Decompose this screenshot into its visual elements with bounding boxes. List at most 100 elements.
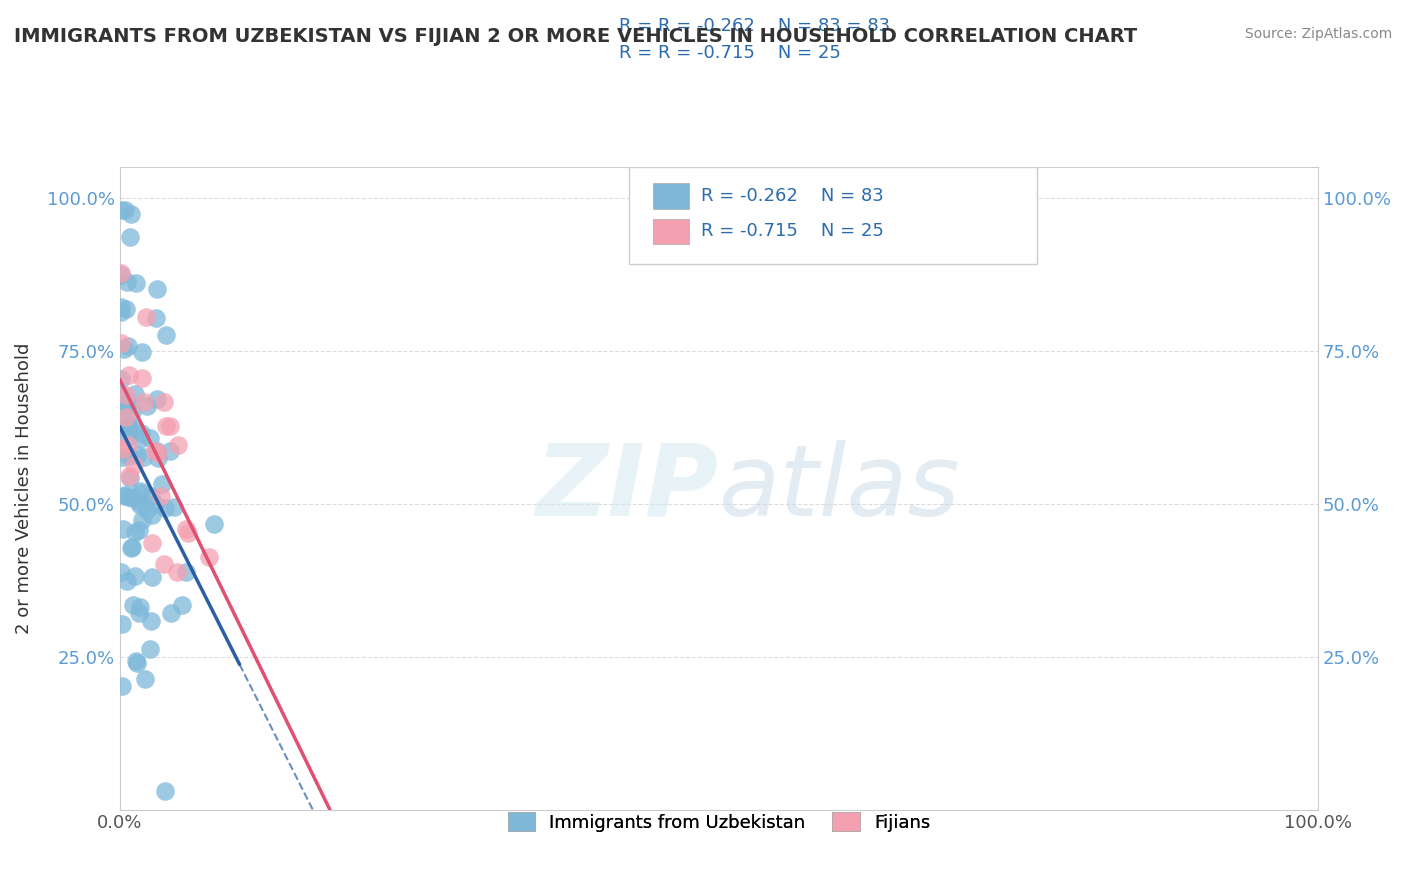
Point [136,399,159,413]
Point [121,540,143,554]
Point [174,566,197,580]
Point [124,276,146,290]
Point [166,565,188,579]
Text: atlas: atlas [718,440,960,537]
Point [139,431,162,445]
Point [122,598,145,612]
Point [110,266,132,280]
Point [117,418,139,433]
Point [115,388,138,402]
Point [112,522,135,536]
Point [141,570,163,584]
Point [122,458,145,472]
Point [117,417,139,432]
Point [124,568,146,582]
Point [117,421,139,435]
Point [117,574,139,589]
Point [124,422,146,436]
FancyBboxPatch shape [652,184,689,209]
Point [112,403,135,417]
Point [120,541,142,555]
Point [125,654,148,668]
Point [110,300,132,314]
Point [118,395,141,409]
Point [110,203,132,218]
Point [146,445,169,459]
Point [162,500,184,515]
Point [124,386,146,401]
Point [138,642,160,657]
Point [110,268,132,283]
Point [198,550,221,565]
Point [111,617,134,632]
Point [110,679,132,693]
Point [139,489,162,503]
Point [170,599,193,613]
Point [128,495,150,509]
Point [117,430,139,444]
Text: R = R = -0.262    N = 83 = 83: R = R = -0.262 N = 83 = 83 [619,17,890,35]
Point [121,405,143,419]
Point [139,614,162,628]
Point [112,388,135,402]
Point [118,490,141,504]
Text: IMMIGRANTS FROM UZBEKISTAN VS FIJIAN 2 OR MORE VEHICLES IN HOUSEHOLD CORRELATION: IMMIGRANTS FROM UZBEKISTAN VS FIJIAN 2 O… [14,27,1137,45]
Point [125,657,148,671]
Point [115,276,138,290]
Point [167,438,190,452]
Point [141,508,163,522]
Point [131,425,153,440]
Point [111,399,134,413]
Point [110,566,132,580]
Point [114,203,136,218]
Point [114,489,136,503]
Point [120,471,142,485]
Point [110,305,132,319]
Point [155,501,177,516]
Point [155,419,177,434]
Point [153,557,176,571]
Point [118,229,141,244]
Text: Source: ZipAtlas.com: Source: ZipAtlas.com [1244,27,1392,41]
FancyBboxPatch shape [628,168,1036,264]
Legend: Immigrants from Uzbekistan, Fijians: Immigrants from Uzbekistan, Fijians [501,805,938,839]
Y-axis label: 2 or more Vehicles in Household: 2 or more Vehicles in Household [15,343,32,634]
Point [131,513,153,527]
Point [128,607,150,621]
Point [114,410,136,425]
Point [132,450,155,465]
FancyBboxPatch shape [652,219,689,244]
Point [146,450,169,465]
Point [145,311,167,326]
Point [131,371,153,385]
Point [159,418,181,433]
Text: R = R = -0.715    N = 25: R = R = -0.715 N = 25 [619,44,841,62]
Point [128,498,150,512]
Point [134,395,156,409]
Point [146,282,169,296]
Point [118,468,141,483]
Point [114,488,136,502]
Point [150,489,173,503]
Point [153,395,176,409]
Point [125,448,148,462]
Point [143,444,166,458]
Point [135,310,157,325]
Point [111,393,134,408]
Text: ZIP: ZIP [536,440,718,537]
Point [155,328,177,343]
Point [117,438,139,452]
Point [120,207,142,221]
Point [153,784,176,798]
Point [129,484,152,499]
Point [141,536,163,550]
Point [131,345,153,359]
Point [111,450,134,464]
Point [146,444,169,458]
Point [112,342,135,356]
Point [204,517,226,532]
Point [160,606,183,620]
Point [176,522,198,536]
Point [118,449,141,463]
Point [128,432,150,446]
